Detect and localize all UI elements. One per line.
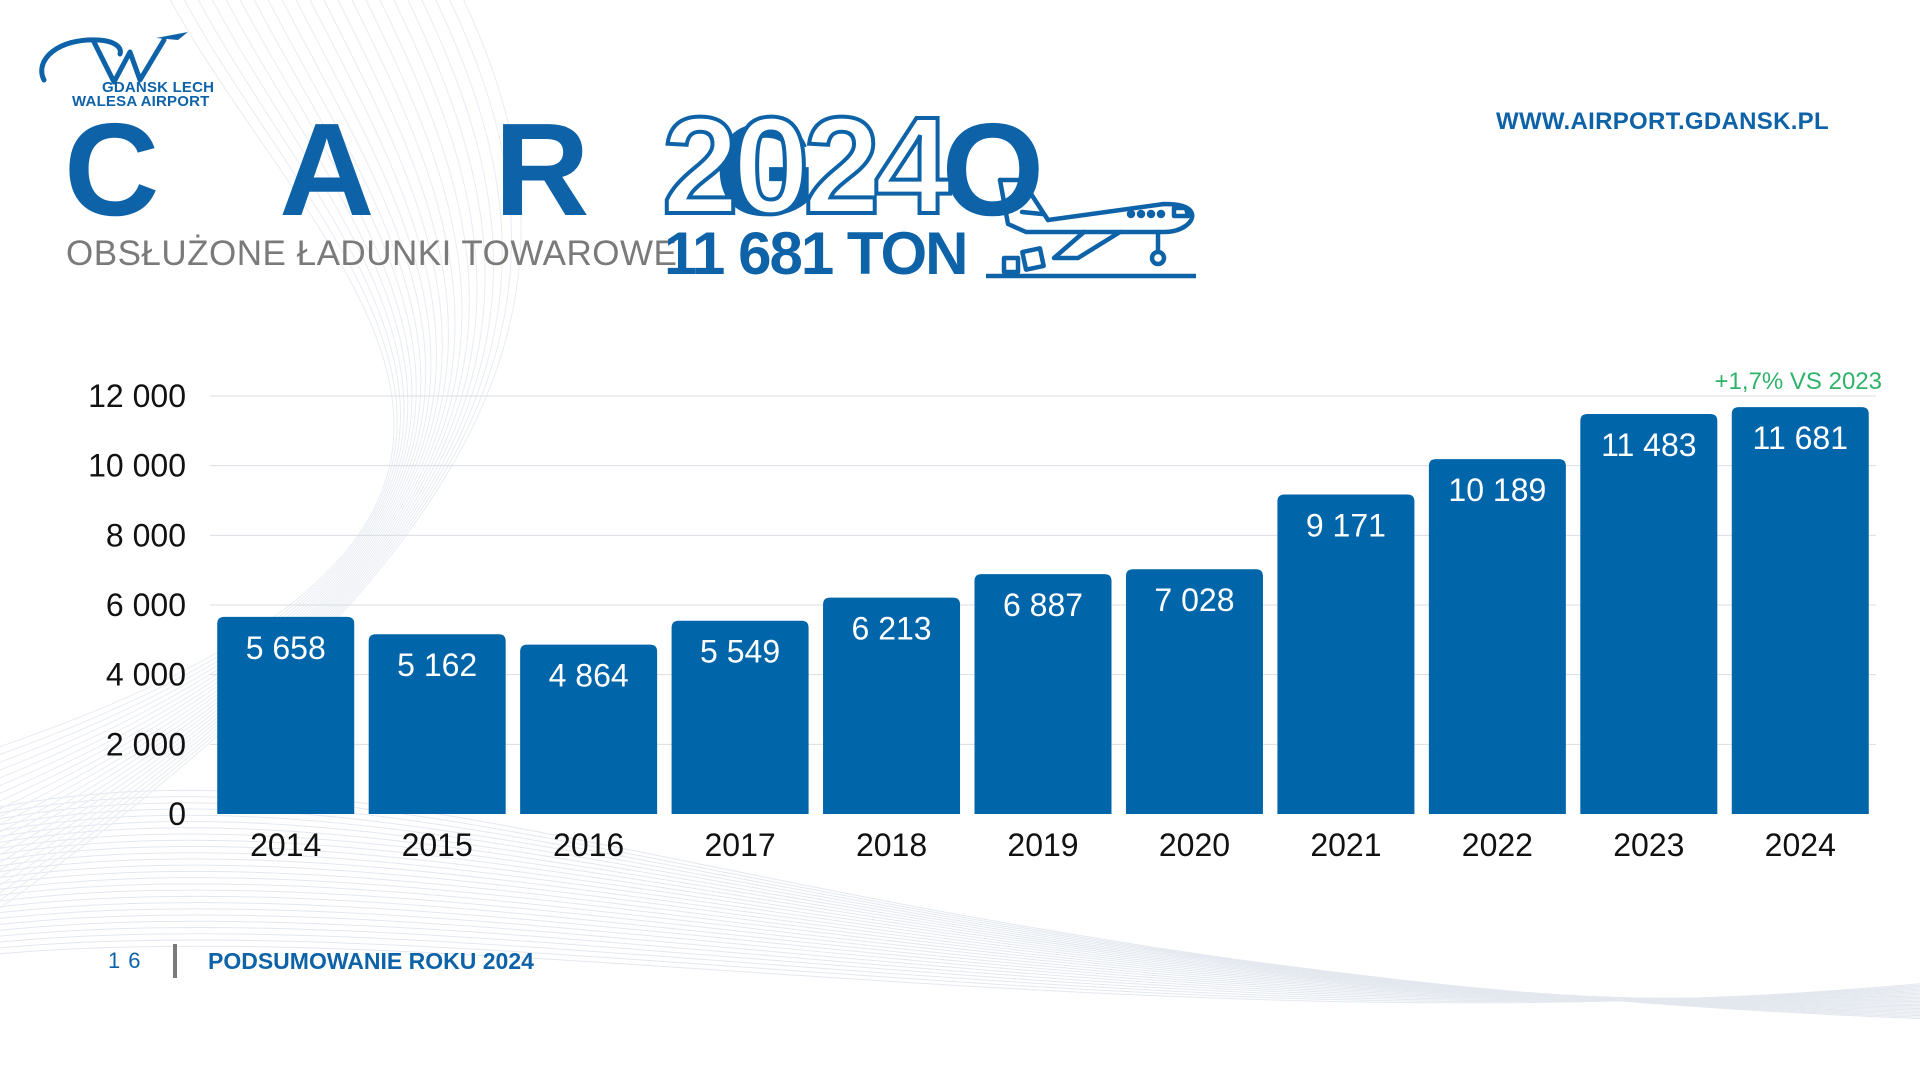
background-wave-line xyxy=(0,889,1920,1000)
background-wave-line xyxy=(0,0,494,886)
background-wave-line xyxy=(0,0,456,848)
background-wave-line xyxy=(0,0,522,909)
bar-2021 xyxy=(1277,494,1415,814)
x-tick-label: 2021 xyxy=(1310,827,1381,863)
bar-value-label: 10 189 xyxy=(1448,472,1546,508)
bar-value-label: 5 658 xyxy=(246,630,326,666)
bar-2022 xyxy=(1428,459,1566,814)
background-wave-line xyxy=(0,0,512,901)
x-tick-label: 2016 xyxy=(553,827,624,863)
bar-2024 xyxy=(1731,407,1869,814)
background-wave-line xyxy=(0,0,417,794)
background-wave-line xyxy=(0,0,443,833)
y-tick-label: 0 xyxy=(168,796,186,832)
y-tick-label: 4 000 xyxy=(106,657,186,693)
y-tick-label: 10 000 xyxy=(88,448,186,484)
background-wave-line xyxy=(0,0,503,894)
background-wave-line xyxy=(0,0,405,771)
footer-label: PODSUMOWANIE ROKU 2024 xyxy=(208,948,534,974)
bar-2014 xyxy=(217,616,355,814)
bar-value-label: 6 887 xyxy=(1003,587,1083,623)
title-year: 2024 xyxy=(660,89,953,243)
bar-value-label: 7 028 xyxy=(1154,582,1234,618)
background-wave-line xyxy=(0,0,463,856)
airport-logo: GDANSK LECH WALESA AIRPORT xyxy=(38,30,228,112)
background-wave-line xyxy=(0,0,486,879)
y-tick-label: 12 000 xyxy=(88,378,186,414)
x-tick-label: 2024 xyxy=(1765,827,1836,863)
bar-value-label: 6 213 xyxy=(852,611,932,647)
x-tick-label: 2015 xyxy=(402,827,473,863)
page-subtitle: OBSŁUŻONE ŁADUNKI TOWAROWE xyxy=(66,234,678,273)
bar-value-label: 11 681 xyxy=(1753,420,1849,456)
bars: 5 658 5 162 4 864 5 549 6 213 6 887 7 028 9 171… xyxy=(217,407,1869,814)
bar-value-label: 5 549 xyxy=(700,634,780,670)
bar-2016 xyxy=(520,644,658,814)
footer-divider xyxy=(173,944,177,978)
x-tick-label: 2017 xyxy=(704,827,775,863)
page-number: 16 xyxy=(108,948,149,973)
background-wave-line xyxy=(0,0,478,871)
background-wave-line xyxy=(0,0,432,817)
airport-logo-icon xyxy=(39,32,188,85)
bar-value-label: 5 162 xyxy=(397,647,477,683)
x-tick-label: 2019 xyxy=(1007,827,1078,863)
x-axis-ticks: 2014 2015 2016 2017 2018 2019 2020 2021 2022 2023… xyxy=(250,827,1836,863)
background-wave-line xyxy=(0,0,409,779)
background-wave-line xyxy=(0,927,1920,1001)
background-wave-line xyxy=(0,0,449,841)
logo-text-line2: WALESA AIRPORT xyxy=(72,93,210,110)
bar-2019 xyxy=(974,574,1112,814)
y-tick-label: 8 000 xyxy=(106,517,186,553)
bar-2015 xyxy=(368,634,506,814)
page-title: C A R G O xyxy=(64,96,1089,243)
y-axis-ticks: 0 2 000 4 000 6 000 8 000 10 000 12 000 xyxy=(88,378,186,832)
bar-value-label: 11 483 xyxy=(1601,427,1697,463)
bar-2020 xyxy=(1125,569,1263,814)
background-wave-line xyxy=(0,0,427,810)
y-tick-label: 6 000 xyxy=(106,587,186,623)
x-tick-label: 2014 xyxy=(250,827,321,863)
website-link[interactable]: WWW.AIRPORT.GDANSK.PL xyxy=(1496,108,1829,135)
total-cargo-value: 11 681 TON xyxy=(664,220,968,287)
bar-2018 xyxy=(823,597,961,814)
bar-2023 xyxy=(1580,414,1718,814)
background-wave-line xyxy=(0,0,422,802)
bar-value-label: 9 171 xyxy=(1306,508,1386,544)
x-tick-label: 2023 xyxy=(1613,827,1684,863)
cargo-plane-icon xyxy=(983,174,1199,284)
x-tick-label: 2018 xyxy=(856,827,927,863)
bar-2017 xyxy=(671,620,809,814)
x-tick-label: 2020 xyxy=(1159,827,1230,863)
background-wave-line xyxy=(0,0,413,786)
background-wave-line xyxy=(0,939,1920,1003)
x-tick-label: 2022 xyxy=(1462,827,1533,863)
background-wave-line xyxy=(0,933,1920,1002)
logo-text-line1: GDANSK LECH xyxy=(102,79,215,96)
bar-value-label: 4 864 xyxy=(549,658,629,694)
growth-annotation: +1,7% VS 2023 xyxy=(1715,368,1882,395)
background-wave-line xyxy=(0,0,470,863)
y-tick-label: 2 000 xyxy=(106,726,186,762)
